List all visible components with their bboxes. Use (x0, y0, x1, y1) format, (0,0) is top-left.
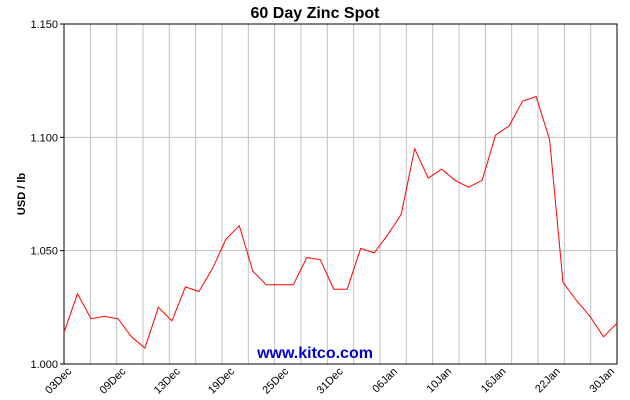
x-tick-label: 22Jan (533, 366, 563, 396)
x-tick-label: 10Jan (425, 366, 455, 396)
x-tick-label: 09Dec (97, 365, 128, 396)
y-tick-label: 1.100 (30, 132, 58, 144)
grid-lines (64, 24, 617, 364)
watermark-text: www.kitco.com (256, 345, 373, 362)
x-tick-label: 16Jan (479, 366, 509, 396)
plot-area (63, 23, 618, 365)
x-tick-label: 30Jan (587, 366, 617, 396)
x-tick-label: 25Dec (260, 365, 291, 396)
y-tick-label: 1.000 (30, 359, 58, 371)
x-tick-label: 31Dec (315, 365, 346, 396)
x-tick-label: 06Jan (370, 366, 400, 396)
y-axis-label: USD / lb (16, 173, 28, 215)
series-line-zinc (63, 95, 618, 349)
y-tick-label: 1.150 (30, 19, 58, 31)
x-tick-label: 13Dec (152, 365, 183, 396)
x-tick-label: 19Dec (206, 365, 237, 396)
y-tick-label: 1.050 (30, 246, 58, 258)
x-axis-ticks: 03Dec 09Dec 13Dec 19Dec 25Dec 31Dec 06Jan 10Jan… (43, 365, 617, 396)
chart-title: 60 Day Zinc Spot (251, 5, 381, 22)
y-axis-ticks: 1.000 1.050 1.100 1.150 (30, 19, 64, 371)
